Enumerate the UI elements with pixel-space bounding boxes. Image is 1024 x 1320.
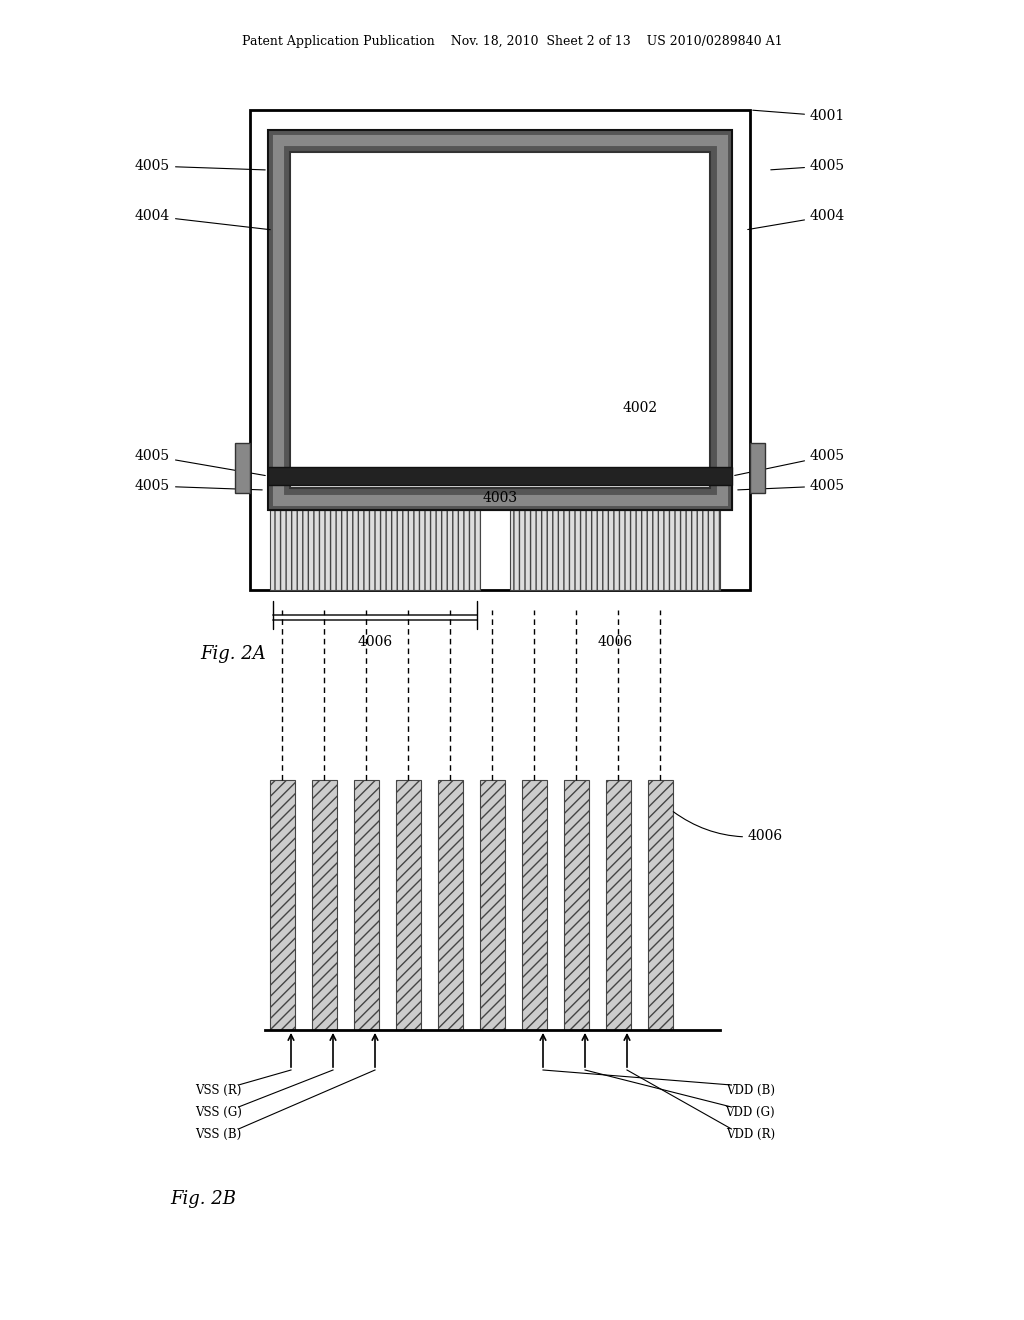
Bar xyxy=(312,780,337,1030)
Bar xyxy=(438,780,463,1030)
Bar xyxy=(510,510,720,590)
Bar xyxy=(564,780,589,1030)
Bar xyxy=(250,110,750,590)
Text: VDD (R): VDD (R) xyxy=(726,1127,775,1140)
Bar xyxy=(606,780,631,1030)
Text: VDD (G): VDD (G) xyxy=(725,1106,775,1118)
Text: 4004: 4004 xyxy=(748,209,845,230)
Text: 4005: 4005 xyxy=(135,158,265,173)
Bar xyxy=(268,484,732,510)
Text: VSS (G): VSS (G) xyxy=(195,1106,242,1118)
Bar xyxy=(234,444,250,492)
Text: 4004: 4004 xyxy=(135,209,270,230)
Bar xyxy=(480,780,505,1030)
Text: Fig. 2A: Fig. 2A xyxy=(200,645,266,663)
Text: 4006: 4006 xyxy=(673,812,783,843)
Text: 4005: 4005 xyxy=(737,479,845,492)
Text: 4003: 4003 xyxy=(482,491,517,506)
Bar xyxy=(268,467,732,484)
Bar xyxy=(354,780,379,1030)
Bar xyxy=(648,780,673,1030)
Bar xyxy=(268,442,732,467)
Text: VSS (R): VSS (R) xyxy=(195,1084,242,1097)
Text: VSS (B): VSS (B) xyxy=(195,1127,242,1140)
Bar xyxy=(290,152,710,488)
Bar xyxy=(270,510,480,590)
Bar xyxy=(270,780,295,1030)
Bar xyxy=(268,129,732,510)
Text: 4001: 4001 xyxy=(753,110,845,123)
Text: 4002: 4002 xyxy=(623,401,657,414)
Bar xyxy=(750,444,765,492)
Text: Fig. 2B: Fig. 2B xyxy=(170,1191,236,1208)
Bar xyxy=(522,780,547,1030)
Text: 4005: 4005 xyxy=(771,158,845,173)
Text: VDD (B): VDD (B) xyxy=(726,1084,775,1097)
Bar xyxy=(268,129,732,152)
Text: 4006: 4006 xyxy=(597,635,633,649)
Bar xyxy=(278,140,722,500)
Text: 4006: 4006 xyxy=(357,635,392,649)
Text: 4005: 4005 xyxy=(735,449,845,475)
Text: 4005: 4005 xyxy=(135,479,262,492)
Text: Patent Application Publication    Nov. 18, 2010  Sheet 2 of 13    US 2010/028984: Patent Application Publication Nov. 18, … xyxy=(242,36,782,48)
Bar xyxy=(396,780,421,1030)
Text: 4005: 4005 xyxy=(135,449,265,475)
